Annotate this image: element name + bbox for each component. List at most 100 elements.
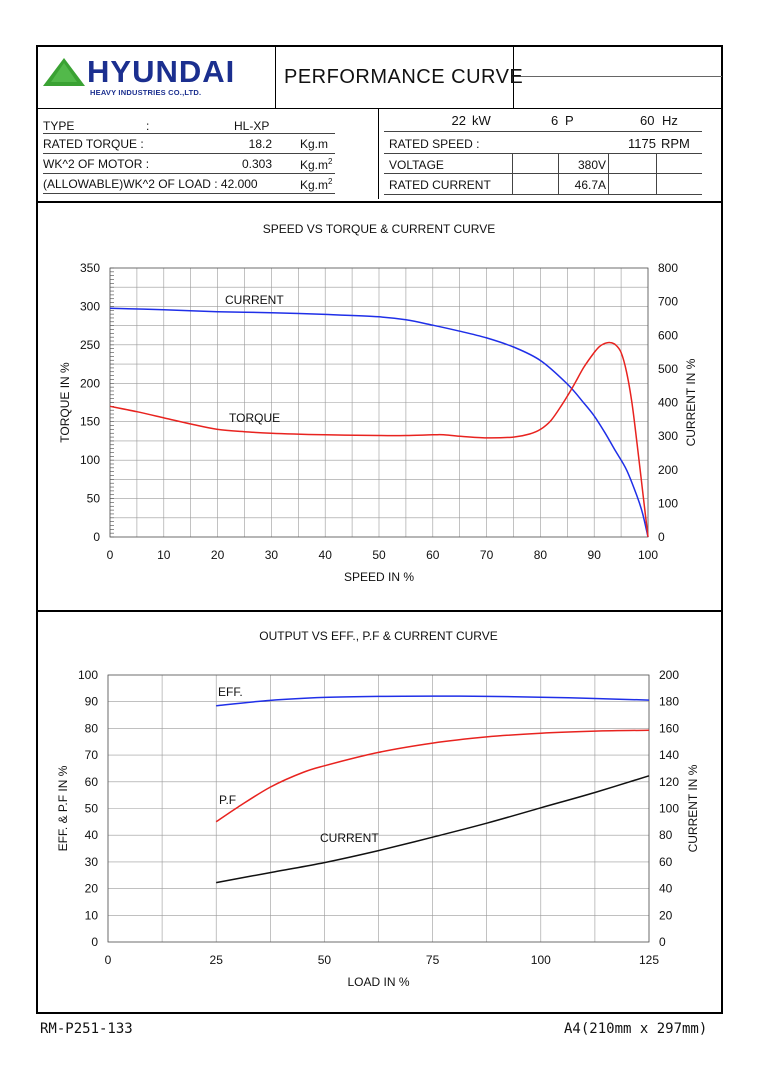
plot-frame	[107, 674, 650, 943]
y-tick-label: 100	[80, 453, 100, 467]
x-tick-label: 40	[319, 548, 333, 562]
spec-cell-divider	[558, 154, 559, 194]
x-axis-label: SPEED IN %	[344, 570, 414, 584]
header-divider	[275, 46, 276, 108]
x-tick-label: 20	[211, 548, 225, 562]
spec-underline	[43, 173, 335, 174]
y2-tick-label: 60	[659, 855, 673, 869]
y-tick-label: 70	[85, 748, 99, 762]
wk-motor-label: WK^2 OF MOTOR :	[43, 157, 150, 171]
type-value: HL-XP	[234, 119, 270, 133]
y2-tick-label: 140	[659, 748, 679, 762]
document-number: RM-P251-133	[40, 1021, 133, 1037]
series-label-torque: TORQUE	[229, 411, 280, 425]
chart-title: OUTPUT VS EFF., P.F & CURRENT CURVE	[259, 629, 498, 643]
series-label-current: CURRENT	[320, 831, 379, 845]
x-axis-label: LOAD IN %	[347, 975, 409, 989]
document-title: PERFORMANCE CURVE	[284, 66, 524, 88]
y2-tick-label: 600	[658, 328, 678, 342]
series-line-eff	[216, 695, 650, 707]
y-tick-label: 200	[80, 376, 100, 390]
chart-title: SPEED VS TORQUE & CURRENT CURVE	[263, 222, 496, 236]
x-tick-label: 50	[318, 953, 332, 967]
spec-underline	[43, 133, 335, 134]
spec-cell-divider	[656, 154, 657, 194]
y2-tick-label: 120	[659, 775, 679, 789]
series-label-p-f: P.F	[219, 793, 236, 807]
poles-value: 6	[551, 113, 559, 128]
x-tick-label: 100	[638, 548, 658, 562]
voltage-value: 380V	[577, 158, 606, 172]
spec-cell-divider	[608, 154, 609, 194]
y2-tick-label: 100	[659, 802, 679, 816]
logo-subtitle: HEAVY INDUSTRIES CO.,LTD.	[90, 88, 202, 97]
y-tick-label: 30	[85, 855, 99, 869]
rated-current-label: RATED CURRENT	[389, 178, 491, 192]
series-label-eff: EFF.	[218, 685, 243, 699]
y-tick-label: 0	[93, 530, 100, 544]
charts-divider-line	[37, 610, 722, 612]
y-axis-label: EFF. & P.F IN %	[56, 765, 70, 851]
speed-torque-current-chart: 0 10 20 30 40 50 60 70 80 90 100050100150200250300…	[58, 222, 698, 584]
power-value: 22	[451, 113, 466, 128]
y2-tick-label: 0	[659, 935, 666, 949]
type-colon: :	[146, 119, 150, 133]
y2-tick-label: 180	[659, 695, 679, 709]
freq-unit: Hz	[662, 113, 678, 128]
y2-tick-label: 400	[658, 396, 678, 410]
y2-tick-label: 40	[659, 882, 673, 896]
logo-triangle-icon	[43, 58, 85, 86]
y2-axis-label: CURRENT IN %	[686, 764, 700, 852]
x-tick-label: 80	[534, 548, 548, 562]
spec-cell-divider	[512, 154, 513, 194]
spec-underline	[43, 153, 335, 154]
wk-motor-unit: Kg.m2	[300, 157, 332, 172]
rated-torque-value: 18.2	[248, 137, 272, 151]
y2-tick-label: 500	[658, 362, 678, 376]
x-tick-label: 0	[107, 548, 114, 562]
x-tick-label: 60	[426, 548, 440, 562]
specs-bottom-line	[37, 201, 722, 203]
x-tick-label: 0	[105, 953, 112, 967]
header-right-line	[514, 76, 722, 77]
wk-motor-value: 0.303	[241, 157, 272, 171]
spec-underline	[384, 173, 702, 174]
type-label: TYPE	[43, 119, 75, 133]
x-tick-label: 30	[265, 548, 279, 562]
freq-value: 60	[640, 113, 655, 128]
rated-speed-label: RATED SPEED :	[389, 137, 480, 151]
y2-tick-label: 100	[658, 496, 678, 510]
spec-divider	[378, 109, 379, 199]
wk-load-unit-text: Kg.m	[300, 178, 329, 192]
series-line-current	[216, 775, 650, 884]
spec-underline	[384, 131, 702, 132]
x-tick-label: 10	[157, 548, 171, 562]
y-axis-label: TORQUE IN %	[58, 362, 72, 443]
x-tick-label: 75	[426, 953, 440, 967]
paper-size: A4(210mm x 297mm)	[564, 1021, 708, 1037]
wk-load-label: (ALLOWABLE)WK^2 OF LOAD : 42.000	[43, 177, 258, 191]
y2-tick-label: 300	[658, 429, 678, 443]
y2-axis-label: CURRENT IN %	[684, 358, 698, 446]
y-tick-label: 80	[85, 721, 99, 735]
rated-speed-value: 1175	[628, 136, 656, 151]
sheet-frame	[36, 45, 723, 1014]
y2-tick-label: 0	[658, 530, 665, 544]
y2-tick-label: 160	[659, 721, 679, 735]
rated-torque-unit: Kg.m	[300, 137, 329, 151]
y2-tick-label: 200	[659, 668, 679, 682]
y-tick-label: 350	[80, 261, 100, 275]
y2-tick-label: 80	[659, 828, 673, 842]
wk-motor-unit-text: Kg.m	[300, 158, 329, 172]
x-tick-label: 125	[639, 953, 659, 967]
unit-superscript: 2	[328, 157, 333, 166]
y-tick-label: 50	[87, 492, 101, 506]
x-tick-label: 100	[531, 953, 551, 967]
y-tick-label: 250	[80, 338, 100, 352]
y2-tick-label: 700	[658, 295, 678, 309]
header-bottom-line	[37, 108, 722, 109]
y-tick-label: 40	[85, 828, 99, 842]
x-tick-label: 25	[210, 953, 224, 967]
power-unit: kW	[472, 113, 491, 128]
rated-torque-label: RATED TORQUE :	[43, 137, 144, 151]
